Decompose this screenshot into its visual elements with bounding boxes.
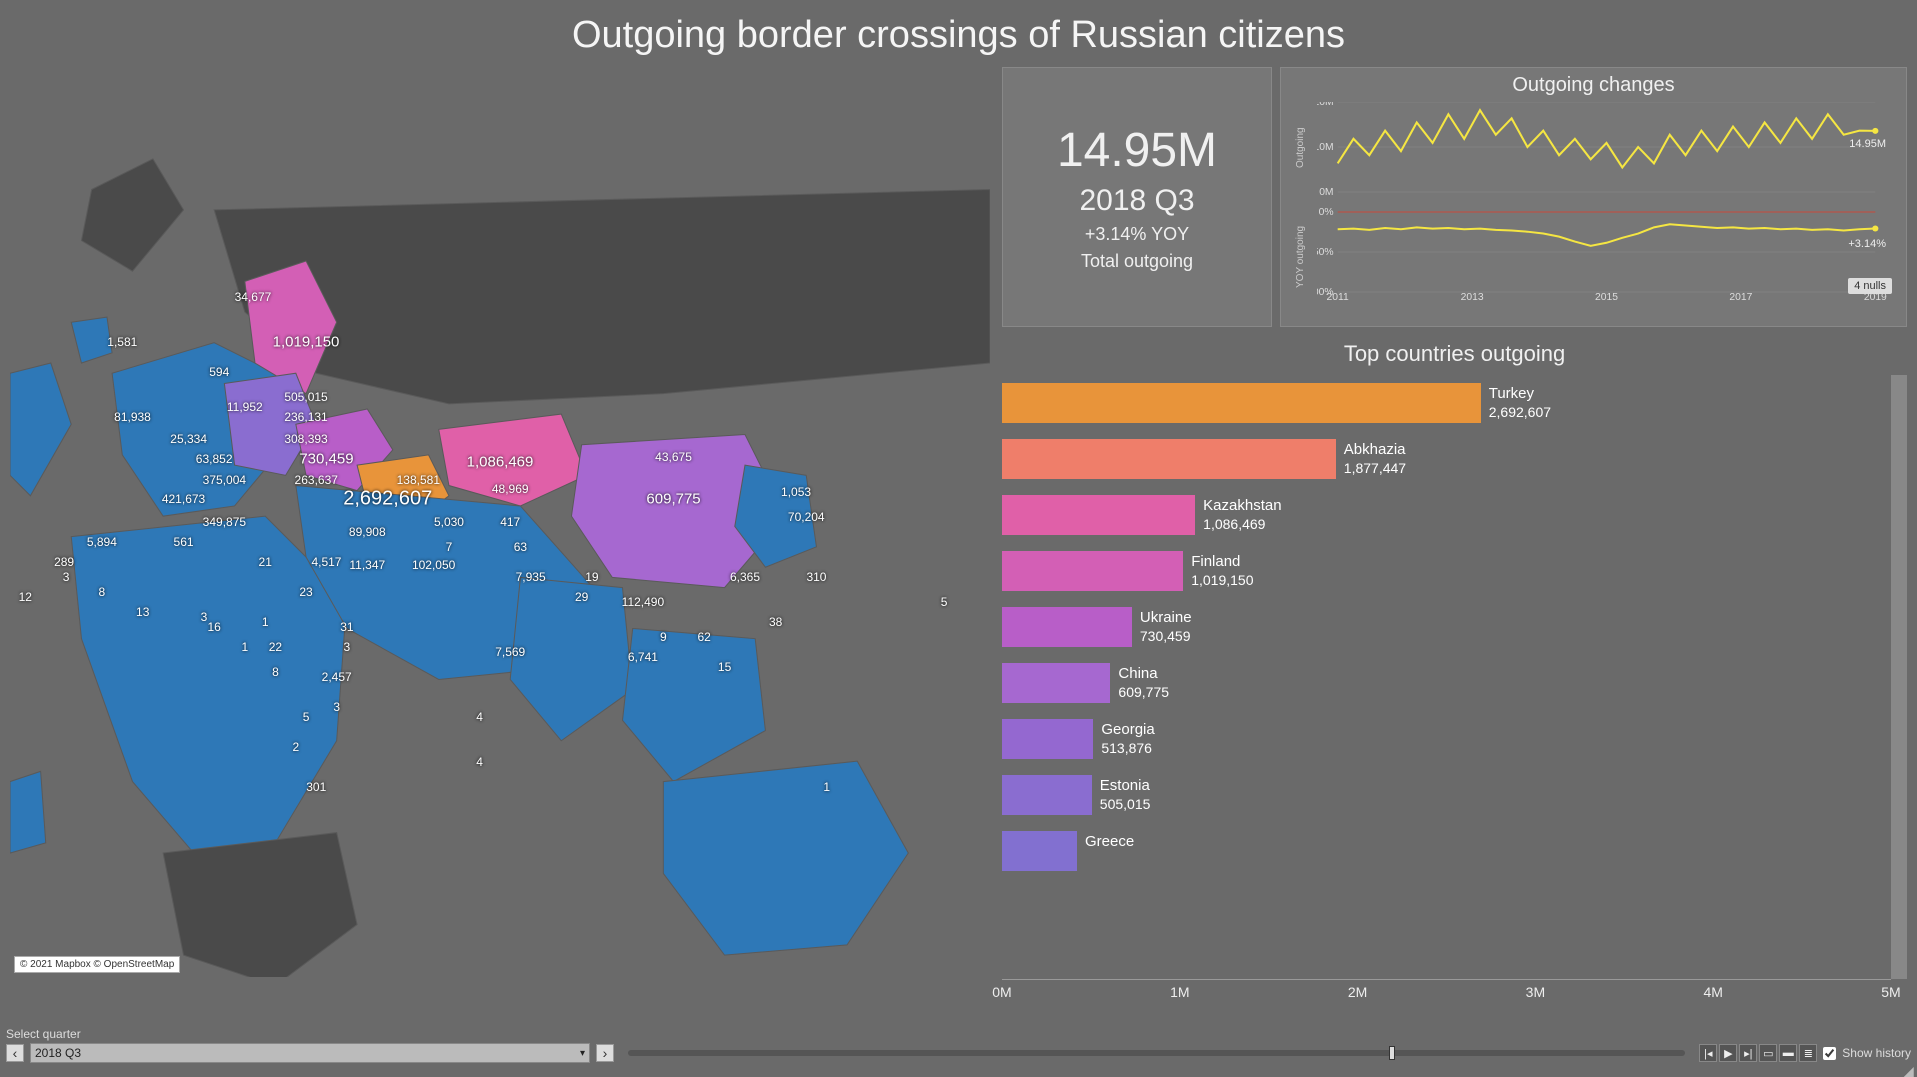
resize-handle-icon[interactable]: ◢ — [1903, 1063, 1917, 1077]
skip-back-button[interactable]: |◂ — [1699, 1044, 1717, 1062]
svg-text:0%: 0% — [1319, 207, 1334, 218]
skip-fwd-button[interactable]: ▸| — [1739, 1044, 1757, 1062]
slider-thumb[interactable] — [1389, 1046, 1395, 1060]
bar-axis-tick: 1M — [1170, 984, 1189, 1000]
bar-axis-tick: 3M — [1526, 984, 1545, 1000]
show-history-checkbox[interactable] — [1823, 1047, 1836, 1060]
right-column: 14.95M 2018 Q3 +3.14% YOY Total outgoing… — [1002, 67, 1907, 1007]
bar-section: Top countries outgoing Turkey2,692,607 Ab… — [1002, 337, 1907, 1007]
select-quarter-label: Select quarter — [6, 1027, 1911, 1041]
bar-label: Georgia513,876 — [1101, 721, 1154, 757]
svg-text:0M: 0M — [1319, 187, 1333, 198]
bar-fill — [1002, 607, 1132, 647]
bar-axis-tick: 2M — [1348, 984, 1367, 1000]
bar-fill — [1002, 831, 1077, 871]
bar-label: Estonia505,015 — [1100, 777, 1151, 813]
bar-fill — [1002, 663, 1110, 703]
bar-fill — [1002, 775, 1092, 815]
bar-row[interactable]: Kazakhstan1,086,469 — [1002, 489, 1891, 541]
svg-text:2011: 2011 — [1327, 292, 1350, 302]
trend-y2-label: YOY outgoing — [1295, 274, 1306, 288]
map-attribution: © 2021 Mapbox © OpenStreetMap — [14, 956, 180, 973]
kpi-label: Total outgoing — [1003, 251, 1271, 272]
bar-title: Top countries outgoing — [1002, 337, 1907, 375]
page-title: Outgoing border crossings of Russian cit… — [0, 0, 1917, 67]
map-area[interactable]: 34,6771,5811,019,150594505,01581,93811,9… — [10, 67, 990, 977]
show-history-label: Show history — [1842, 1046, 1911, 1060]
trend-nulls-badge[interactable]: 4 nulls — [1848, 278, 1892, 294]
svg-text:10M: 10M — [1317, 142, 1334, 153]
bar-row[interactable]: Turkey2,692,607 — [1002, 377, 1891, 429]
bar-label: Turkey2,692,607 — [1489, 385, 1551, 421]
svg-text:20M: 20M — [1317, 102, 1334, 108]
world-map — [10, 67, 990, 977]
timeline-slider[interactable] — [628, 1050, 1685, 1056]
svg-text:2013: 2013 — [1461, 292, 1484, 302]
chevron-down-icon: ▾ — [580, 1048, 585, 1059]
bar-fill — [1002, 383, 1481, 423]
bar-row[interactable]: Ukraine730,459 — [1002, 601, 1891, 653]
speed-med-button[interactable]: ▬ — [1779, 1044, 1797, 1062]
bar-row[interactable]: Estonia505,015 — [1002, 769, 1891, 821]
speed-fast-button[interactable]: ≣ — [1799, 1044, 1817, 1062]
bar-row[interactable]: Abkhazia1,877,447 — [1002, 433, 1891, 485]
bar-label: China609,775 — [1118, 665, 1169, 701]
bar-axis-tick: 4M — [1703, 984, 1722, 1000]
bar-fill — [1002, 551, 1183, 591]
bar-fill — [1002, 495, 1195, 535]
bar-fill — [1002, 439, 1336, 479]
bar-axis-tick: 0M — [992, 984, 1011, 1000]
quarter-select[interactable]: 2018 Q3 ▾ — [30, 1043, 590, 1063]
main-area: 34,6771,5811,019,150594505,01581,93811,9… — [0, 67, 1917, 1007]
map-panel: 34,6771,5811,019,150594505,01581,93811,9… — [10, 67, 990, 1007]
bar-label: Abkhazia1,877,447 — [1344, 441, 1406, 477]
svg-text:2017: 2017 — [1729, 292, 1752, 302]
trend-end-top: 14.95M — [1849, 138, 1886, 150]
kpi-yoy: +3.14% YOY — [1003, 224, 1271, 245]
bar-axis: 0M1M2M3M4M5M — [1002, 979, 1891, 1007]
speed-slow-button[interactable]: ▭ — [1759, 1044, 1777, 1062]
bar-row[interactable]: Georgia513,876 — [1002, 713, 1891, 765]
quarter-prev-button[interactable]: ‹ — [6, 1044, 24, 1062]
trend-end-bot: +3.14% — [1848, 238, 1886, 250]
bar-label: Finland1,019,150 — [1191, 553, 1253, 589]
playback-controls: |◂ ▶ ▸| ▭ ▬ ≣ — [1699, 1044, 1817, 1062]
bar-fill — [1002, 719, 1093, 759]
kpi-card: 14.95M 2018 Q3 +3.14% YOY Total outgoing — [1002, 67, 1272, 327]
bar-label: Ukraine730,459 — [1140, 609, 1192, 645]
svg-text:-50%: -50% — [1317, 247, 1334, 258]
bar-label: Greece — [1085, 833, 1134, 851]
trend-panel: Outgoing changes Outgoing YOY outgoing 0… — [1280, 67, 1907, 327]
bar-row[interactable]: Finland1,019,150 — [1002, 545, 1891, 597]
quarter-selected: 2018 Q3 — [35, 1046, 81, 1060]
bar-scroll[interactable]: Turkey2,692,607 Abkhazia1,877,447 Kazakhst… — [1002, 375, 1907, 979]
kpi-quarter: 2018 Q3 — [1003, 184, 1271, 218]
trend-title: Outgoing changes — [1281, 68, 1906, 103]
trend-y1-label: Outgoing — [1295, 154, 1306, 168]
bar-axis-tick: 5M — [1881, 984, 1900, 1000]
kpi-value: 14.95M — [1003, 123, 1271, 178]
play-button[interactable]: ▶ — [1719, 1044, 1737, 1062]
svg-text:2015: 2015 — [1595, 292, 1618, 302]
bar-row[interactable]: Greece — [1002, 825, 1891, 877]
bar-row[interactable]: China609,775 — [1002, 657, 1891, 709]
quarter-next-button[interactable]: › — [596, 1044, 614, 1062]
trend-chart[interactable]: 0M10M20M-100%-50%0%20112013201520172019 — [1317, 102, 1896, 302]
footer-controls: Select quarter ‹ 2018 Q3 ▾ › |◂ ▶ ▸| ▭ ▬… — [6, 1027, 1911, 1071]
bar-label: Kazakhstan1,086,469 — [1203, 497, 1281, 533]
